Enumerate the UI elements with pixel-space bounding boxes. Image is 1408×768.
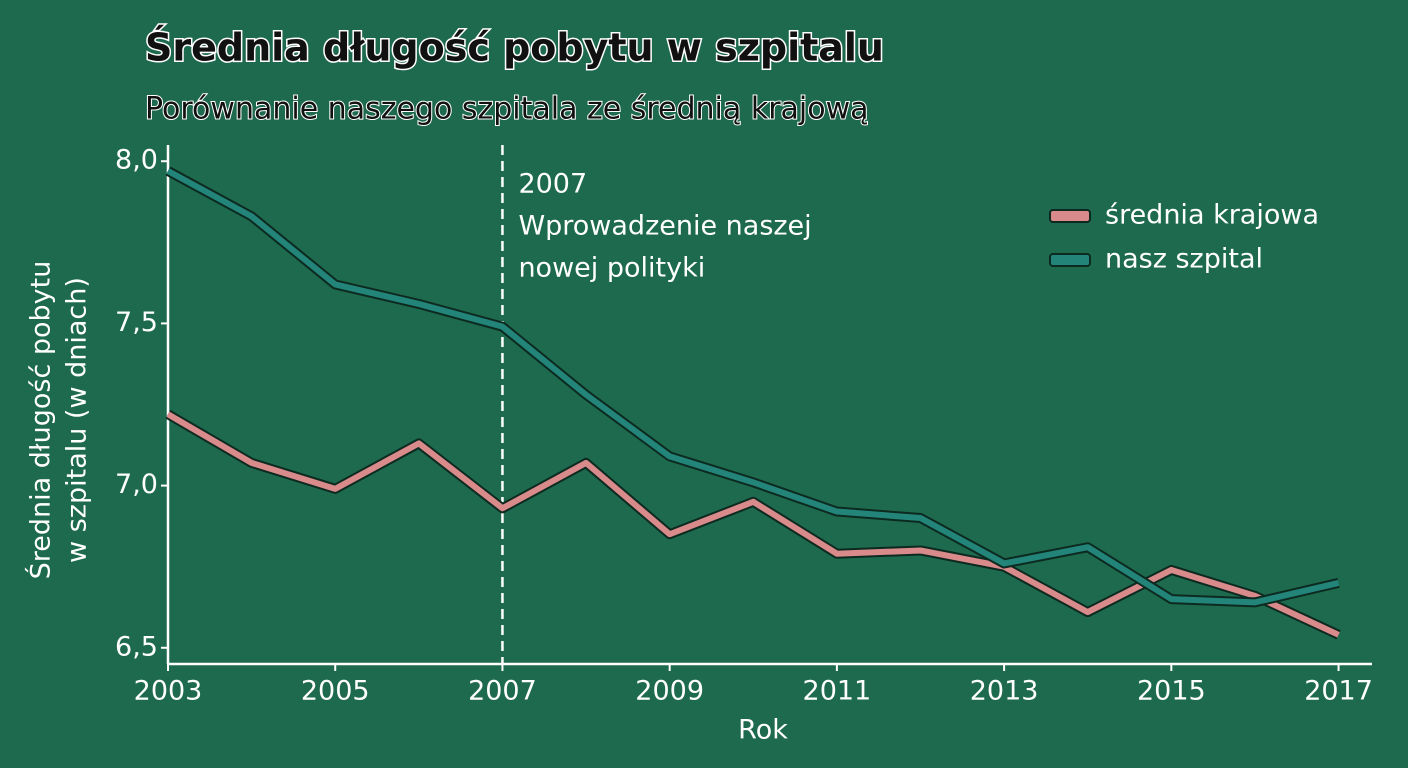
x-tick-label: 2003	[134, 676, 203, 707]
x-tick-label: 2009	[635, 676, 704, 707]
y-axis-title: w szpitalu (w dniach)	[62, 277, 93, 563]
y-axis-title: Średnia długość pobytu	[25, 261, 57, 580]
legend-label: średnia krajowa	[1105, 200, 1319, 231]
legend-swatch	[1049, 253, 1091, 267]
legend-swatch	[1049, 209, 1091, 223]
annotation-text: nowej polityki	[518, 253, 705, 284]
x-tick-label: 2015	[1137, 676, 1206, 707]
line	[166, 168, 1340, 606]
legend-label: nasz szpital	[1105, 244, 1263, 275]
x-tick-label: 2007	[468, 676, 537, 707]
chart-subtitle: Porównanie naszego szpitala ze średnią k…	[145, 92, 869, 127]
y-tick-label: 7,0	[115, 469, 158, 500]
y-tick-label: 7,5	[115, 307, 158, 338]
x-tick-label: 2011	[803, 676, 872, 707]
annotation-text: 2007	[518, 169, 587, 200]
y-tick-label: 8,0	[115, 145, 158, 176]
x-tick-label: 2005	[301, 676, 370, 707]
x-tick-label: 2013	[970, 676, 1039, 707]
x-axis-title: Rok	[738, 715, 788, 746]
y-tick-label: 6,5	[115, 631, 158, 662]
x-tick-label: 2017	[1304, 676, 1373, 707]
chart-title: Średnia długość pobytu w szpitalu	[145, 26, 884, 70]
annotation-text: Wprowadzenie naszej	[518, 211, 811, 242]
